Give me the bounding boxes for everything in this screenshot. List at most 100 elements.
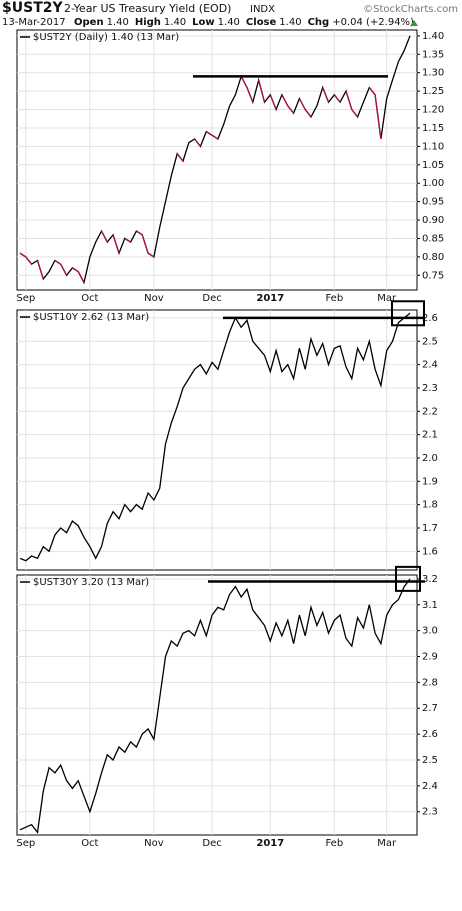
y-tick-label: 2.9 <box>422 651 438 662</box>
down-segment <box>147 252 155 258</box>
y-tick-label: 2.4 <box>422 781 438 792</box>
x-tick-label: Sep <box>16 838 35 849</box>
y-tick-label: 0.85 <box>422 233 444 244</box>
x-tick-label: Sep <box>16 293 35 304</box>
down-segment <box>304 109 312 118</box>
down-segment <box>54 259 62 265</box>
y-tick-label: 2.1 <box>422 430 438 441</box>
down-segment <box>77 271 85 283</box>
y-tick-label: 0.90 <box>422 215 444 226</box>
y-tick-label: 1.9 <box>422 476 438 487</box>
down-segment <box>374 94 382 140</box>
y-tick-label: 1.25 <box>422 86 444 97</box>
y-tick-label: 2.5 <box>422 755 438 766</box>
x-tick-label: 2017 <box>256 293 284 304</box>
y-tick-label: 2.6 <box>422 313 438 324</box>
y-tick-label: 3.0 <box>422 626 438 637</box>
down-segment <box>287 105 295 114</box>
x-tick-label: 2017 <box>256 838 284 849</box>
down-segment <box>322 87 330 103</box>
down-segment <box>246 87 254 103</box>
price-line <box>19 578 411 835</box>
highlight-box <box>395 565 421 592</box>
down-segment <box>176 153 184 162</box>
x-tick-label: Nov <box>144 293 164 304</box>
y-tick-label: 2.6 <box>422 729 438 740</box>
y-tick-label: 1.00 <box>422 178 444 189</box>
y-tick-label: 2.0 <box>422 453 438 464</box>
y-tick-label: 1.6 <box>422 546 438 557</box>
down-segment <box>141 234 149 254</box>
down-segment <box>258 79 266 103</box>
date: 13-Mar-2017 <box>2 17 66 28</box>
down-segment <box>194 138 201 147</box>
x-tick-label: Dec <box>202 293 221 304</box>
plot-area <box>16 309 418 571</box>
y-tick-label: 0.95 <box>422 197 444 208</box>
down-segment <box>351 109 359 118</box>
x-tick-label: Dec <box>202 838 221 849</box>
x-tick-label: Mar <box>377 838 397 849</box>
down-segment <box>211 134 219 140</box>
quote-label: High <box>135 17 161 28</box>
quote-value: +0.04 (+2.94%) <box>332 17 414 28</box>
y-tick-label: 1.05 <box>422 160 444 171</box>
down-segment <box>72 267 79 273</box>
down-segment <box>36 260 44 280</box>
quote-value: 1.40 <box>164 17 186 28</box>
quote-label: Chg <box>308 17 330 28</box>
quote-value: 1.40 <box>107 17 129 28</box>
up-arrow <box>410 20 418 26</box>
quote-value: 1.40 <box>218 17 240 28</box>
y-tick-label: 0.80 <box>422 252 444 263</box>
y-tick-label: 1.10 <box>422 141 444 152</box>
y-tick-label: 3.2 <box>422 574 438 585</box>
legend-label: $UST30Y 3.20 (13 Mar) <box>33 577 149 588</box>
quote: Open 1.40 High 1.40 Low 1.40 Close 1.40 Chg +0.04… <box>74 17 414 28</box>
y-tick-label: 2.2 <box>422 406 438 417</box>
quote-label: Open <box>74 17 104 28</box>
down-segment <box>25 256 33 265</box>
down-segment <box>100 230 108 243</box>
y-tick-label: 1.40 <box>422 31 444 42</box>
x-tick-label: Oct <box>81 838 98 849</box>
down-segment <box>298 98 306 110</box>
plot-area <box>16 574 418 836</box>
x-tick-label: Feb <box>325 838 343 849</box>
y-tick-label: 0.75 <box>422 270 444 281</box>
down-segment <box>281 94 289 107</box>
y-tick-label: 3.1 <box>422 600 438 611</box>
highlight-box <box>391 300 425 327</box>
x-tick-label: Mar <box>377 293 397 304</box>
x-tick-label: Feb <box>325 293 343 304</box>
exchange: INDX <box>250 4 275 15</box>
down-segment <box>368 87 376 96</box>
y-tick-label: 1.7 <box>422 523 438 534</box>
down-segment <box>205 131 213 136</box>
down-segment <box>269 94 277 110</box>
y-tick-label: 2.4 <box>422 360 438 371</box>
y-tick-label: 1.35 <box>422 49 444 60</box>
down-segment <box>345 90 353 110</box>
y-tick-label: 2.3 <box>422 383 438 394</box>
plot-area <box>16 29 418 291</box>
x-tick-label: Oct <box>81 293 98 304</box>
x-tick-label: Nov <box>144 838 164 849</box>
down-segment <box>112 234 120 254</box>
down-segment <box>240 76 248 88</box>
y-tick-label: 1.15 <box>422 123 444 134</box>
description: 2-Year US Treasury Yield (EOD) <box>64 2 231 15</box>
legend-label: $UST10Y 2.62 (13 Mar) <box>33 312 149 323</box>
quote-label: Close <box>246 17 277 28</box>
down-segment <box>333 94 341 103</box>
y-tick-label: 2.7 <box>422 703 438 714</box>
header: $UST2Y 2-Year US Treasury Yield (EOD) IN… <box>2 0 458 28</box>
down-segment <box>19 252 27 258</box>
y-tick-label: 2.8 <box>422 677 438 688</box>
quote-value: 1.40 <box>279 17 301 28</box>
y-tick-label: 1.30 <box>422 68 444 79</box>
credit: ©StockCharts.com <box>363 4 458 15</box>
legend-label: $UST2Y (Daily) 1.40 (13 Mar) <box>33 32 179 43</box>
y-tick-label: 2.5 <box>422 336 438 347</box>
